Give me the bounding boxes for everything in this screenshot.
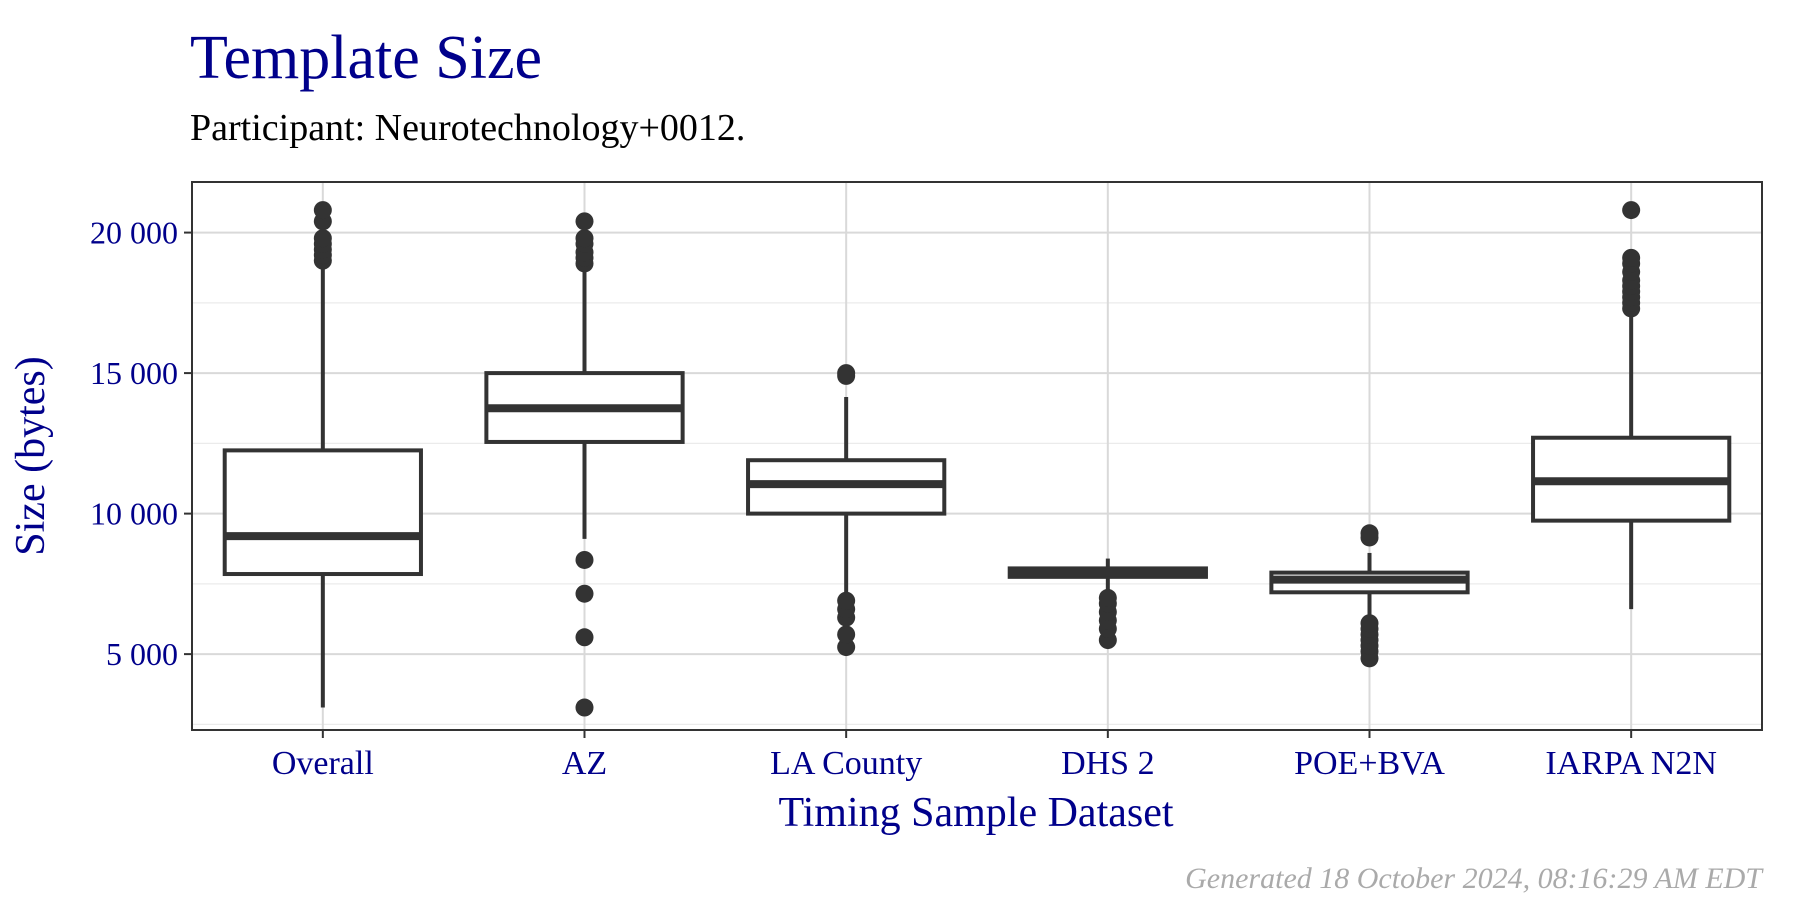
outlier-point bbox=[575, 584, 594, 603]
box-iarpa-n2n bbox=[1531, 201, 1732, 610]
outlier-point bbox=[1360, 524, 1379, 543]
outlier-point bbox=[1098, 588, 1117, 607]
plot-border bbox=[191, 181, 1763, 731]
outlier-point bbox=[575, 698, 594, 717]
outlier-point bbox=[1622, 201, 1641, 220]
chart-subtitle: Participant: Neurotechnology+0012. bbox=[190, 107, 745, 149]
outlier-point bbox=[837, 364, 856, 383]
x-tick-label: AZ bbox=[562, 745, 607, 782]
chart-title: Template Size bbox=[190, 24, 542, 92]
x-tick-label: DHS 2 bbox=[1061, 745, 1155, 782]
y-axis: 5 000 10 000 15 000 20 000 bbox=[90, 215, 192, 672]
outlier-point bbox=[575, 229, 594, 248]
outlier-point bbox=[313, 201, 332, 220]
x-tick-label: IARPA N2N bbox=[1545, 745, 1717, 782]
plot-area bbox=[191, 181, 1763, 731]
y-tick-label: 10 000 bbox=[90, 496, 178, 532]
outlier-point bbox=[837, 638, 856, 657]
x-tick-label: Overall bbox=[272, 745, 374, 782]
outlier-point bbox=[837, 591, 856, 610]
x-axis: Overall AZ LA County DHS 2 POE+BVA IARPA N2N bbox=[272, 730, 1717, 782]
outlier-point bbox=[575, 550, 594, 569]
box-dhs-2 bbox=[1007, 558, 1208, 650]
box-poe-bva bbox=[1269, 524, 1470, 668]
box-series bbox=[222, 201, 1732, 717]
box-la-county bbox=[746, 364, 947, 657]
x-axis-title: Timing Sample Dataset bbox=[778, 790, 1173, 836]
outlier-point bbox=[575, 212, 594, 231]
box-az bbox=[484, 212, 685, 717]
outlier-point bbox=[313, 229, 332, 248]
y-tick-label: 20 000 bbox=[90, 215, 178, 251]
outlier-point bbox=[1622, 248, 1641, 267]
y-axis-title: Size (bytes) bbox=[8, 356, 54, 555]
x-tick-label: LA County bbox=[770, 745, 922, 782]
y-tick-label: 5 000 bbox=[106, 636, 178, 672]
outlier-point bbox=[837, 625, 856, 644]
outlier-point bbox=[575, 628, 594, 647]
box-overall bbox=[222, 201, 423, 708]
y-tick-label: 15 000 bbox=[90, 355, 178, 391]
outlier-point bbox=[1360, 614, 1379, 633]
plot-panel bbox=[192, 182, 1762, 730]
iqr-box bbox=[222, 448, 423, 577]
generated-footer: Generated 18 October 2024, 08:16:29 AM E… bbox=[1185, 862, 1764, 895]
x-tick-label: POE+BVA bbox=[1294, 745, 1445, 782]
